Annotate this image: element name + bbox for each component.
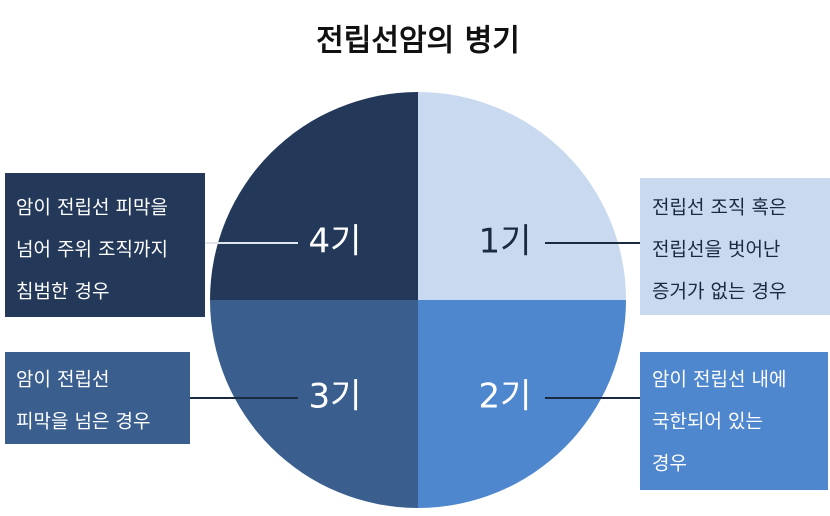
desc-line: 암이 전립선 내에	[652, 369, 786, 391]
desc-line: 경우	[652, 453, 687, 475]
quadrant-stage-1	[418, 92, 626, 300]
stage-label: 3기	[309, 377, 362, 417]
stage-label: 2기	[479, 377, 532, 417]
desc-box	[5, 352, 190, 444]
desc-line: 피막을 넘은 경우	[16, 411, 150, 433]
desc-line: 전립선 조직 혹은	[652, 197, 786, 219]
quadrant-stage-2	[418, 300, 626, 508]
quadrant-stage-4	[210, 92, 418, 300]
desc-line: 넘어 주위 조직까지	[16, 239, 168, 261]
title: 전립선암의 병기	[316, 24, 520, 59]
desc-line: 국한되어 있는	[652, 411, 763, 433]
desc-line: 암이 전립선	[16, 369, 109, 391]
desc-line: 증거가 없는 경우	[652, 281, 786, 303]
desc-box	[640, 352, 828, 490]
stage-label: 1기	[479, 222, 532, 262]
stage-label: 4기	[309, 222, 362, 262]
desc-line: 침범한 경우	[16, 281, 109, 303]
quadrant-stage-3	[210, 300, 418, 508]
desc-line: 암이 전립선 피막을	[16, 197, 168, 219]
desc-box	[640, 178, 830, 315]
desc-box	[5, 173, 205, 317]
desc-line: 전립선을 벗어난	[652, 239, 780, 261]
